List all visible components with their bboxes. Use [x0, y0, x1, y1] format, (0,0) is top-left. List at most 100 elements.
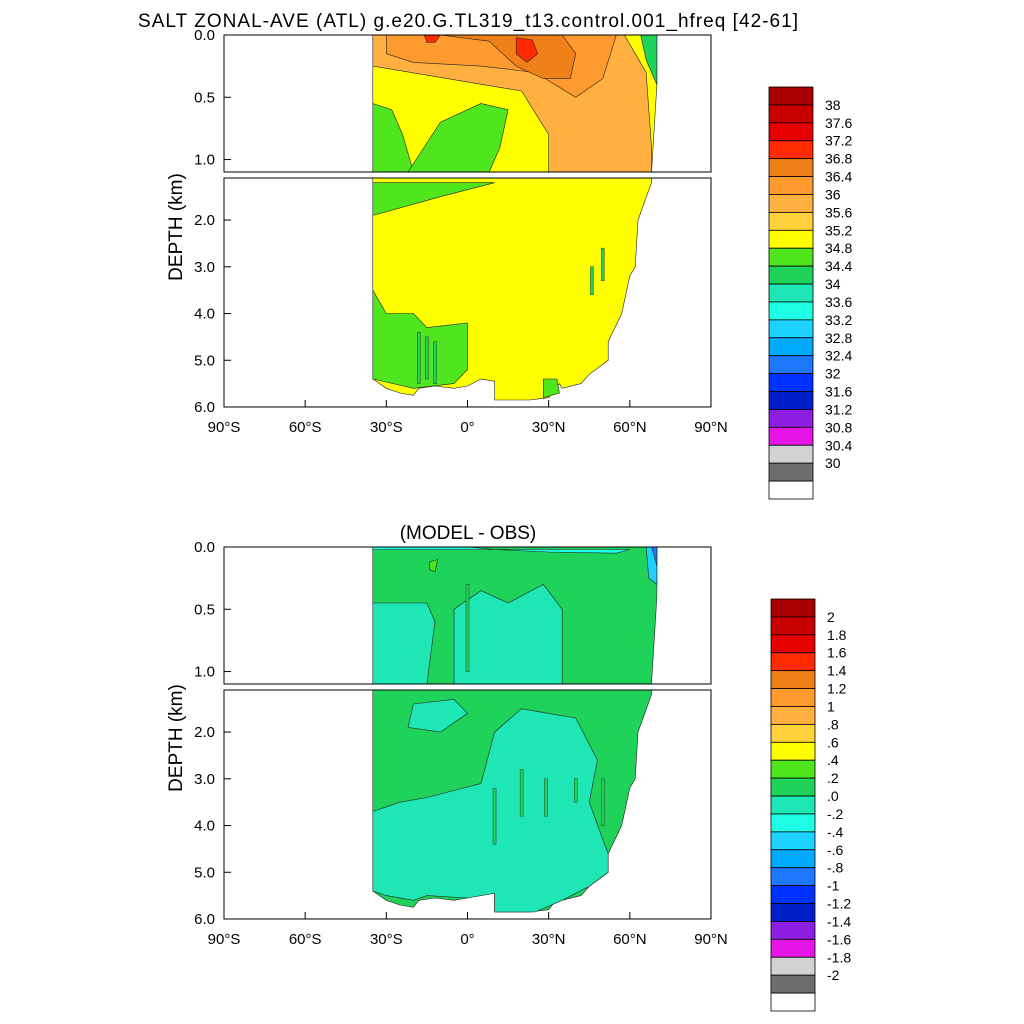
streak-0 [465, 584, 470, 672]
colorbar-label: 33.6 [825, 294, 852, 310]
x-tick-label: 30°N [532, 419, 566, 436]
colorbar-swatch [768, 391, 814, 410]
salinity-band-36-4 [440, 35, 577, 79]
colorbar-label: 35.2 [825, 222, 852, 238]
chart-title: SALT ZONAL-AVE (ATL) g.e20.G.TL319_t13.c… [138, 11, 798, 32]
colorbar-label: 30.8 [825, 419, 852, 435]
colorbar-label: -1.2 [827, 896, 851, 912]
colorbar-label: 35.6 [825, 204, 852, 220]
colorbar-label: 32.4 [825, 348, 852, 364]
colorbar-label: 32 [825, 366, 841, 382]
colorbar-swatch [770, 759, 816, 779]
colorbar-label: -1.8 [827, 949, 851, 965]
colorbar-swatch [770, 992, 816, 1012]
bias-band-0-center [453, 584, 563, 684]
streak-4 [601, 247, 605, 282]
colorbar-label: .2 [827, 770, 839, 786]
chart-title: (MODEL - OBS) [400, 523, 537, 544]
colorbar-swatch [768, 140, 814, 160]
y-tick-label: 0.5 [194, 601, 215, 618]
colorbar-label: 36.4 [825, 169, 852, 185]
salinity-band-34-4-north [640, 35, 658, 85]
colorbar-label: 30 [825, 455, 841, 471]
colorbar-swatch [770, 670, 816, 689]
lower-depth-field [372, 690, 652, 913]
x-tick-label: 90°S [208, 419, 241, 436]
colorbar-label: 30.4 [825, 437, 852, 453]
colorbar-label: -.8 [827, 860, 844, 876]
colorbar-swatch [768, 158, 814, 177]
y-tick-label: 5.0 [194, 864, 215, 881]
colorbar-swatch [768, 373, 814, 392]
streak-2 [519, 769, 524, 817]
x-tick-label: 60°N [613, 419, 647, 436]
salinity-band-34-8-south [372, 103, 414, 172]
colorbar-swatch [770, 723, 816, 743]
upper-frame [223, 34, 712, 173]
x-tick-label: 30°N [532, 931, 566, 948]
colorbar-label: -.2 [827, 806, 844, 822]
colorbar-swatch [768, 122, 814, 142]
bias-band-0-4 [429, 559, 439, 573]
colorbar-swatch [770, 652, 816, 672]
x-tick-label: 90°N [694, 419, 728, 436]
colorbar-swatch [768, 211, 814, 231]
x-tick-label: 60°N [613, 931, 647, 948]
y-tick-label: 3.0 [194, 259, 215, 276]
lower-depth-field [372, 178, 652, 401]
colorbar-swatch [768, 229, 814, 249]
x-tick-label: 30°S [370, 931, 403, 948]
colorbar-swatch [768, 480, 814, 500]
colorbar-swatch [770, 616, 816, 636]
y-tick-label: 2.0 [194, 212, 215, 229]
streak-3 [544, 778, 548, 817]
colorbar-swatch [770, 867, 816, 887]
colorbar-label: 37.2 [825, 133, 852, 149]
colorbar-label: -2 [827, 967, 840, 983]
colorbar-swatch [768, 265, 814, 285]
y-tick-label: 1.0 [194, 664, 215, 681]
colorbar-label: 34.8 [825, 240, 852, 256]
colorbar-swatch [770, 777, 816, 797]
panel-1: SALT ZONAL-AVE (ATL) g.e20.G.TL319_t13.c… [138, 11, 852, 500]
colorbar-swatch [768, 247, 814, 267]
colorbar-label: 34.4 [825, 258, 852, 274]
colorbar-label: -1.4 [827, 913, 851, 929]
colorbar-swatch [770, 741, 816, 761]
y-tick-label: 4.0 [194, 306, 215, 323]
salinity-max-patch-south [423, 35, 441, 43]
y-tick-label: 2.0 [194, 724, 215, 741]
colorbar-label: 37.6 [825, 115, 852, 131]
colorbar-swatch [768, 301, 814, 321]
colorbar-swatch [770, 903, 816, 922]
colorbar-swatch [768, 283, 814, 303]
y-tick-label: 4.0 [194, 818, 215, 835]
panel-2: (MODEL - OBS)DEPTH (km)0.00.51.02.03.04.… [166, 523, 851, 1012]
colorbar-label: 36 [825, 186, 841, 202]
colorbar-label: -.4 [827, 824, 844, 840]
colorbar-swatch [770, 849, 816, 869]
streak-4 [574, 778, 578, 803]
salinity-max-patch [515, 37, 539, 63]
colorbar: 38 37.6 37.2 36.8 36.436 35.6 35.2 34.8 34.4 34 33… [768, 86, 852, 500]
colorbar-swatch [770, 921, 816, 940]
colorbar-label: -.6 [827, 842, 844, 858]
colorbar-label: 1 [827, 698, 835, 714]
y-axis-label: DEPTH (km) [166, 173, 187, 281]
colorbar-label: .6 [827, 734, 839, 750]
x-tick-label: 90°N [694, 931, 728, 948]
streak-2 [433, 341, 437, 384]
x-tick-label: 60°S [289, 419, 322, 436]
streak-1 [492, 787, 497, 845]
bias-band-0-south [372, 602, 436, 684]
y-tick-label: 0.0 [194, 539, 215, 556]
y-axis-label: DEPTH (km) [166, 684, 187, 792]
y-tick-label: 6.0 [194, 911, 215, 928]
colorbar-swatch [768, 337, 814, 357]
streak-5 [601, 778, 605, 826]
colorbar-swatch [770, 956, 816, 976]
colorbar-swatch [768, 319, 814, 339]
colorbar-swatch [770, 885, 816, 904]
colorbar-label: 1.2 [827, 681, 847, 697]
colorbar-label: 34 [825, 276, 841, 292]
